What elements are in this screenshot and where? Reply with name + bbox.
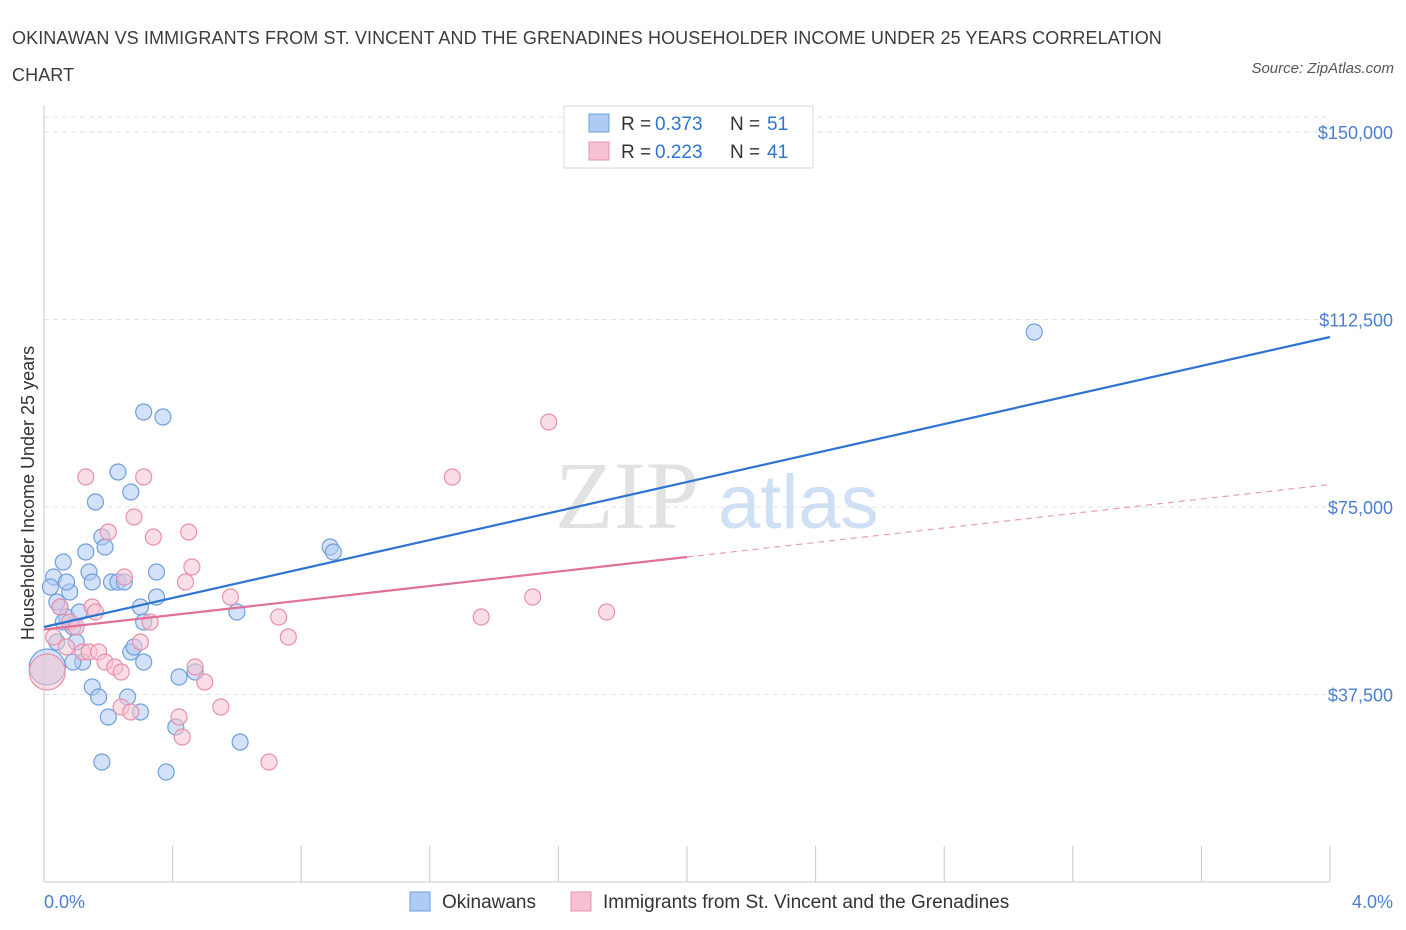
svg-immigrant-point (144, 528, 162, 546)
okinawan-point (324, 543, 342, 561)
legend-swatch-pink (588, 141, 610, 161)
bottom-legend-label-blue: Okinawans (442, 892, 536, 913)
y-tick-label: $112,500 (1319, 311, 1393, 331)
legend-r-value-pink: 0.223 (655, 142, 703, 163)
watermark: ZIP atlas (555, 442, 879, 549)
legend-r-label-blue: R = (621, 114, 651, 135)
okinawan-point (154, 408, 172, 426)
svg-immigrant-point (212, 698, 230, 716)
x-tick-label: 4.0% (1352, 892, 1393, 912)
okinawan-point (96, 538, 114, 556)
svg-immigrant-point (77, 468, 95, 486)
okinawan-point (99, 708, 117, 726)
svg-immigrant-point (176, 573, 195, 591)
svg-immigrant-point (221, 588, 240, 606)
svg-immigrant-point (131, 633, 150, 651)
x-tick-label: 0.0% (44, 892, 85, 912)
chart-title: OKINAWAN VS IMMIGRANTS FROM ST. VINCENT … (12, 28, 1162, 85)
svg-immigrant-point (524, 588, 542, 606)
bottom-legend: Okinawans Immigrants from St. Vincent an… (409, 891, 1009, 913)
watermark-atlas: atlas (718, 460, 879, 545)
okinawan-point (147, 563, 166, 581)
okinawan-point (57, 573, 76, 591)
svg-immigrant-point (99, 523, 117, 541)
correlation-legend: R = 0.373 N = 51 R = 0.223 N = 41 (563, 105, 814, 169)
bottom-legend-swatch-pink (570, 891, 592, 912)
legend-swatch-blue (588, 113, 610, 133)
svg-immigrant-point (135, 468, 153, 486)
okinawan-point (90, 688, 108, 706)
okinawan-point (231, 733, 249, 751)
okinawan-point (109, 463, 127, 481)
legend-n-label-blue: N = (730, 114, 760, 135)
okinawan-point (1025, 323, 1043, 341)
legend-n-value-pink: 41 (767, 142, 788, 163)
y-axis-title: Householder Income Under 25 years (18, 346, 38, 640)
svg-immigrant-point (196, 673, 214, 691)
svg-immigrant-point (170, 708, 188, 726)
bottom-legend-swatch-blue (409, 891, 431, 912)
okinawan-point (86, 493, 105, 511)
svg-immigrant-point (279, 628, 297, 646)
legend-r-label-pink: R = (621, 142, 651, 163)
legend-n-value-blue: 51 (767, 114, 788, 135)
trend-line-pink-extension (686, 483, 1331, 558)
okinawan-point (77, 543, 95, 561)
y-tick-label: $37,500 (1328, 686, 1393, 706)
okinawan-point (122, 483, 140, 501)
axis-layer: $37,500 $75,000 $112,500 $150,000 0.0% 4.0% (43, 105, 1393, 912)
y-tick-label: $150,000 (1318, 123, 1393, 143)
okinawan-point (135, 403, 153, 421)
svg-immigrant-point (115, 568, 133, 586)
chart-source: Source: ZipAtlas.com (1251, 60, 1394, 77)
trend-line-blue (43, 335, 1331, 629)
okinawan-point (41, 578, 60, 596)
svg-immigrant-point (173, 728, 191, 746)
svg-immigrant-point (112, 663, 130, 681)
y-tick-label: $75,000 (1328, 498, 1393, 518)
svg-immigrant-point (443, 468, 461, 486)
trend-layer (43, 335, 1331, 631)
svg-immigrant-point (186, 658, 204, 676)
trend-line-pink (43, 555, 688, 631)
okinawan-point (93, 753, 111, 771)
okinawan-point (170, 668, 188, 686)
okinawan-point (135, 653, 153, 671)
points-layer (28, 323, 1043, 781)
svg-immigrant-point (51, 598, 69, 616)
svg-immigrant-point (183, 558, 201, 576)
svg-immigrant-point (125, 508, 143, 526)
bottom-legend-label-pink: Immigrants from St. Vincent and the Gren… (603, 892, 1009, 913)
legend-r-value-blue: 0.373 (655, 114, 703, 135)
svg-immigrant-point (28, 653, 66, 691)
svg-immigrant-point (57, 638, 76, 656)
svg-immigrant-point (180, 523, 198, 541)
okinawan-point (157, 763, 175, 781)
svg-immigrant-point (122, 703, 140, 721)
svg-immigrant-point (472, 608, 490, 626)
svg-immigrant-point (260, 753, 278, 771)
svg-immigrant-point (598, 603, 616, 621)
legend-n-label-pink: N = (730, 142, 760, 163)
okinawan-point (54, 553, 72, 571)
okinawan-point (83, 573, 101, 591)
svg-immigrant-point (540, 413, 558, 431)
svg-immigrant-point (270, 608, 288, 626)
